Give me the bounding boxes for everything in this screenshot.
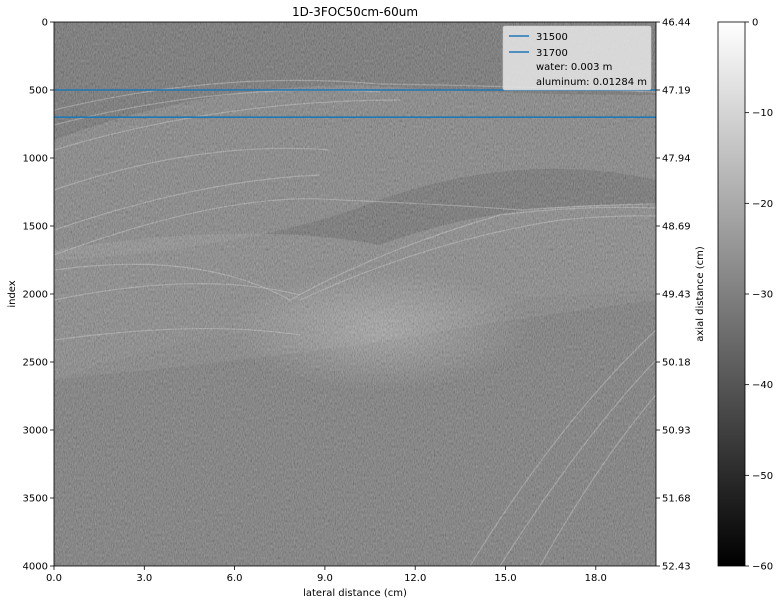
heatmap-image bbox=[54, 22, 656, 566]
x-axis: 0.0 3.0 6.0 9.0 12.0 15.0 18.0 bbox=[46, 566, 607, 584]
legend-box bbox=[502, 25, 652, 91]
y-right-tick-label: 50.93 bbox=[662, 426, 691, 437]
x-tick-label: 9.0 bbox=[317, 573, 333, 584]
y-right-tick-label: 47.19 bbox=[662, 86, 691, 97]
y-left-tick-label: 2000 bbox=[23, 290, 48, 301]
colorbar-axis: 0 −10 −20 −30 −40 −50 −60 bbox=[745, 18, 773, 573]
y-right-tick-label: 51.68 bbox=[662, 494, 691, 505]
colorbar-tick-label: −30 bbox=[752, 290, 773, 301]
y-right-tick-label: 49.43 bbox=[662, 290, 691, 301]
x-tick-label: 3.0 bbox=[136, 573, 152, 584]
legend-label-31500: 31500 bbox=[536, 32, 568, 43]
y-right-tick-label: 52.43 bbox=[662, 562, 691, 573]
y-right-tick-label: 50.18 bbox=[662, 358, 691, 369]
colorbar bbox=[717, 21, 746, 567]
y-right-tick-label: 47.94 bbox=[662, 154, 691, 165]
legend: 31500 31700 water: 0.003 m aluminum: 0.0… bbox=[502, 25, 652, 91]
x-tick-label: 18.0 bbox=[585, 573, 607, 584]
y-axis-right: 46.44 47.19 47.94 48.69 49.43 50.18 50.93 51.68… bbox=[656, 18, 691, 573]
legend-label-31700: 31700 bbox=[536, 48, 568, 59]
colorbar-tick-label: −40 bbox=[752, 380, 773, 391]
legend-label-water: water: 0.003 m bbox=[536, 62, 612, 73]
y-axis-right-label: axial distance (cm) bbox=[695, 246, 706, 342]
y-left-tick-label: 1000 bbox=[23, 154, 48, 165]
colorbar-tick-label: −20 bbox=[752, 199, 773, 210]
y-left-tick-label: 1500 bbox=[23, 222, 48, 233]
y-left-tick-label: 500 bbox=[29, 86, 48, 97]
y-left-tick-label: 2500 bbox=[23, 358, 48, 369]
colorbar-tick-label: 0 bbox=[752, 18, 758, 29]
x-tick-label: 15.0 bbox=[494, 573, 516, 584]
chart-title: 1D-3FOC50cm-60um bbox=[292, 5, 418, 19]
x-tick-label: 6.0 bbox=[227, 573, 243, 584]
y-axis-left: 0 500 1000 1500 2000 2500 3000 3500 4000 bbox=[23, 18, 54, 573]
y-axis-left-label: index bbox=[7, 280, 18, 307]
colorbar-tick-label: −60 bbox=[752, 562, 773, 573]
x-tick-label: 12.0 bbox=[404, 573, 426, 584]
y-right-tick-label: 48.69 bbox=[662, 222, 691, 233]
colorbar-tick-label: −50 bbox=[752, 471, 773, 482]
legend-label-aluminum: aluminum: 0.01284 m bbox=[536, 77, 647, 88]
x-axis-label: lateral distance (cm) bbox=[303, 588, 407, 599]
y-left-tick-label: 0 bbox=[42, 18, 48, 29]
y-left-tick-label: 3500 bbox=[23, 494, 48, 505]
y-left-tick-label: 3000 bbox=[23, 426, 48, 437]
y-right-tick-label: 46.44 bbox=[662, 18, 691, 29]
x-tick-label: 0.0 bbox=[46, 573, 62, 584]
y-left-tick-label: 4000 bbox=[23, 562, 48, 573]
colorbar-tick-label: −10 bbox=[752, 108, 773, 119]
